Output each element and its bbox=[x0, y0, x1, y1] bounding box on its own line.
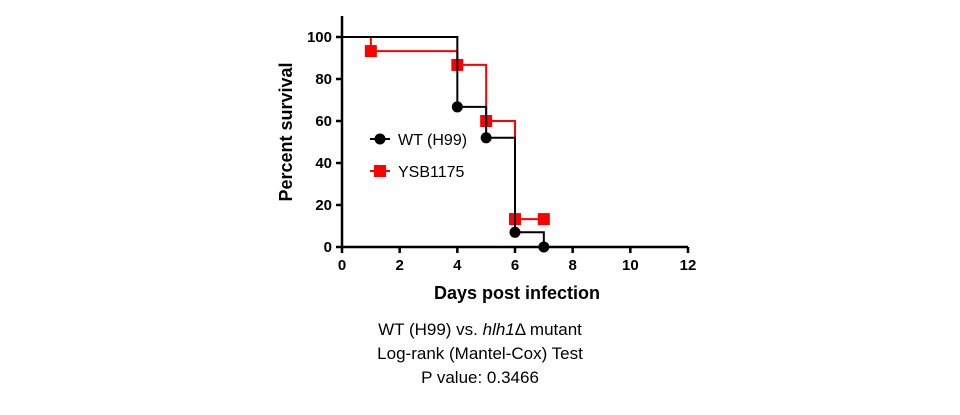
legend-label-1: YSB1175 bbox=[398, 164, 465, 181]
x-tick-label: 12 bbox=[680, 257, 697, 274]
y-tick-label: 60 bbox=[315, 113, 332, 130]
x-tick-label: 2 bbox=[395, 257, 403, 274]
x-tick-label: 0 bbox=[338, 257, 346, 274]
x-tick-label: 4 bbox=[453, 257, 462, 274]
series-marker-1 bbox=[364, 45, 377, 58]
x-tick-label: 6 bbox=[511, 257, 519, 274]
caption-comparison-prefix: WT (H99) vs. bbox=[378, 320, 483, 339]
x-tick-label: 10 bbox=[622, 257, 639, 274]
y-tick-label: 0 bbox=[324, 239, 332, 256]
series-marker-0 bbox=[538, 241, 550, 253]
legend-label-0: WT (H99) bbox=[398, 132, 467, 149]
legend-marker-0 bbox=[374, 133, 386, 145]
caption-test-name: Log-rank (Mantel-Cox) Test bbox=[377, 344, 583, 363]
series-layer bbox=[342, 36, 550, 253]
caption: WT (H99) vs. hlh1Δ mutant Log-rank (Mant… bbox=[0, 318, 960, 390]
series-marker-0 bbox=[509, 226, 521, 238]
y-tick-label: 100 bbox=[307, 29, 332, 46]
caption-gene-name: hlh1 bbox=[482, 320, 515, 339]
x-tick-label: 8 bbox=[568, 257, 576, 274]
series-marker-1 bbox=[537, 213, 550, 226]
y-axis-title: Percent survival bbox=[276, 62, 296, 201]
y-tick-label: 80 bbox=[315, 71, 332, 88]
legend-marker-1 bbox=[374, 165, 386, 177]
survival-chart: 0 20 40 60 80 100 0 2 4 6 8 10 12 WT (H99) YSB1175 Da… bbox=[276, 16, 696, 303]
axes: 0 20 40 60 80 100 0 2 4 6 8 10 12 bbox=[307, 16, 696, 274]
series-marker-0 bbox=[480, 132, 492, 144]
series-marker-0 bbox=[451, 101, 463, 113]
caption-comparison-suffix: Δ mutant bbox=[514, 320, 582, 339]
caption-line-1: WT (H99) vs. hlh1Δ mutant bbox=[0, 318, 960, 342]
legend: WT (H99) YSB1175 bbox=[370, 132, 467, 181]
caption-p-value: P value: 0.3466 bbox=[421, 368, 539, 387]
y-tick-label: 40 bbox=[315, 155, 332, 172]
x-axis-title: Days post infection bbox=[434, 283, 600, 303]
y-tick-label: 20 bbox=[315, 197, 332, 214]
